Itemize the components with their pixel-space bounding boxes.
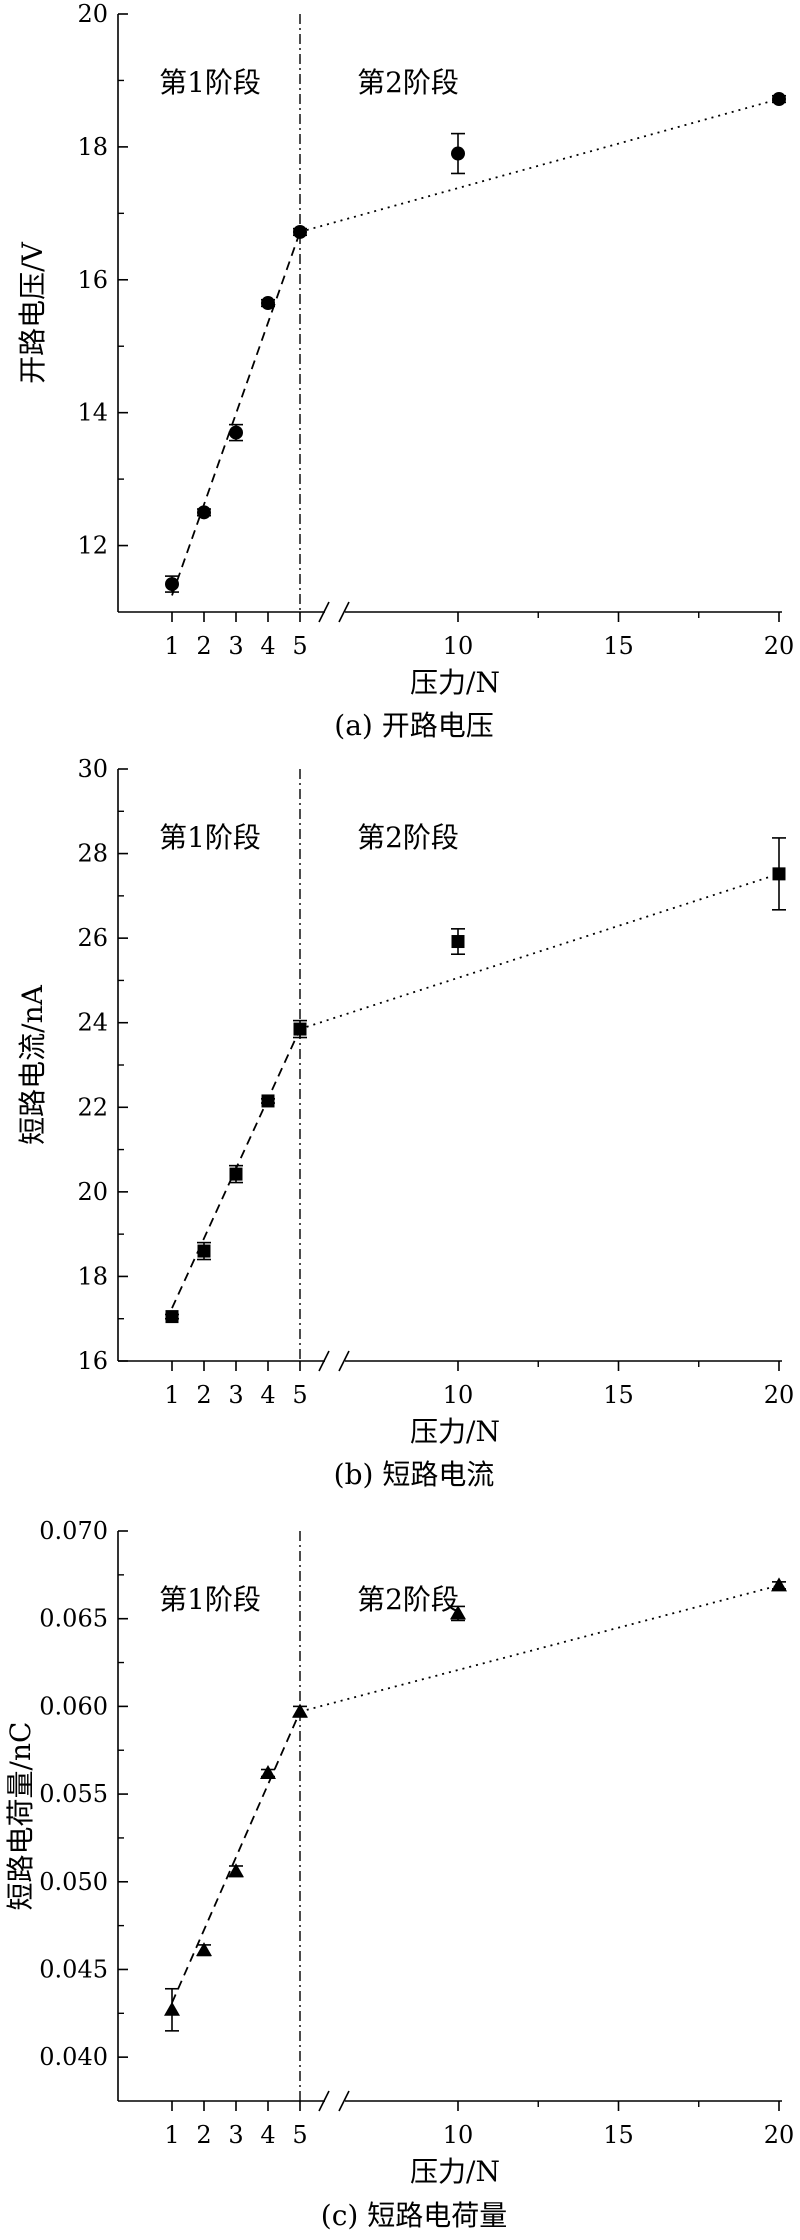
y-axis-title: 开路电压/V [16, 241, 49, 383]
data-point [451, 146, 465, 161]
x-tick-label: 5 [292, 1381, 307, 1409]
data-point [196, 1942, 212, 1957]
stage2-label: 第2阶段 [357, 821, 459, 854]
x-tick-label: 15 [603, 2121, 634, 2149]
stage2-label: 第2阶段 [357, 1583, 459, 1616]
fit-line-stage2 [299, 873, 780, 1030]
fit-line-stage2 [299, 98, 780, 233]
y-tick-label: 0.065 [39, 1605, 108, 1633]
stage1-label: 第1阶段 [159, 66, 261, 99]
y-tick-label: 0.055 [39, 1780, 108, 1808]
data-point [293, 224, 307, 239]
y-tick-label: 12 [77, 532, 108, 560]
data-point [229, 425, 243, 440]
y-tick-label: 22 [77, 1093, 108, 1121]
data-point [450, 1605, 466, 1620]
data-point [165, 1310, 179, 1324]
axis-break-mark [318, 2090, 330, 2112]
chart-panel-2: 16 18 20 22 24 26 28 30 1 2 3 4 5 10 15 20 第1阶段 第2阶段短路电流/… [16, 755, 794, 1491]
panel-caption: (c) 短路电荷量 [321, 2199, 507, 2232]
x-tick-label: 20 [764, 2121, 795, 2149]
y-tick-label: 0.045 [39, 1955, 108, 1983]
x-tick-label: 3 [228, 632, 243, 660]
data-point [293, 1022, 307, 1036]
data-point [197, 505, 211, 520]
data-point [771, 1577, 787, 1592]
x-tick-label: 4 [260, 2121, 275, 2149]
y-tick-label: 20 [77, 0, 108, 28]
x-tick-label: 15 [603, 632, 634, 660]
y-tick-label: 26 [77, 924, 108, 952]
x-tick-label: 4 [260, 1381, 275, 1409]
stage1-label: 第1阶段 [159, 821, 261, 854]
fit-line-stage1 [171, 231, 301, 596]
y-tick-label: 24 [77, 1009, 108, 1037]
y-tick-label: 18 [77, 1262, 108, 1290]
data-point [261, 296, 275, 311]
y-tick-label: 20 [77, 1178, 108, 1206]
data-point [292, 1703, 308, 1718]
x-tick-label: 1 [164, 2121, 179, 2149]
x-tick-label: 2 [196, 2121, 211, 2149]
panel-caption: (b) 短路电流 [334, 1458, 495, 1491]
data-point [260, 1765, 276, 1780]
y-tick-label: 0.050 [39, 1868, 108, 1896]
axis-break-mark [338, 1350, 350, 1372]
axis-break-mark [338, 2090, 350, 2112]
data-point [164, 2001, 180, 2016]
y-tick-label: 30 [77, 755, 108, 783]
y-tick-label: 0.040 [39, 2043, 108, 2071]
stage2-label: 第2阶段 [357, 66, 459, 99]
x-tick-label: 15 [603, 1381, 634, 1409]
y-tick-label: 16 [77, 1347, 108, 1375]
x-tick-label: 2 [196, 632, 211, 660]
chart-panel-3: 0.040 0.045 0.050 0.055 0.060 0.065 0.070 1 2 3 4 5… [4, 1517, 794, 2232]
y-axis-title: 短路电荷量/nC [4, 1722, 37, 1911]
x-tick-label: 5 [292, 632, 307, 660]
y-tick-label: 18 [77, 133, 108, 161]
x-tick-label: 20 [764, 632, 795, 660]
x-tick-label: 10 [443, 632, 474, 660]
data-point [228, 1863, 244, 1878]
y-tick-label: 28 [77, 840, 108, 868]
x-tick-label: 5 [292, 2121, 307, 2149]
y-tick-label: 0.060 [39, 1692, 108, 1720]
data-point [772, 92, 786, 107]
x-axis-title: 压力/N [410, 666, 500, 699]
data-point [165, 577, 179, 592]
panel-caption: (a) 开路电压 [334, 709, 493, 742]
data-point [229, 1167, 243, 1181]
x-axis-title: 压力/N [410, 1415, 500, 1448]
x-tick-label: 2 [196, 1381, 211, 1409]
axis-break-mark [318, 1350, 330, 1372]
y-tick-label: 14 [77, 399, 108, 427]
x-tick-label: 3 [228, 1381, 243, 1409]
data-point [772, 867, 786, 881]
data-point [197, 1244, 211, 1258]
x-tick-label: 1 [164, 1381, 179, 1409]
y-tick-label: 16 [77, 266, 108, 294]
stage1-label: 第1阶段 [159, 1583, 261, 1616]
y-tick-label: 0.070 [39, 1517, 108, 1545]
x-tick-label: 1 [164, 632, 179, 660]
x-tick-label: 10 [443, 1381, 474, 1409]
y-axis-title: 短路电流/nA [16, 984, 49, 1144]
data-point [451, 935, 465, 949]
fit-line-stage1 [171, 1711, 301, 2004]
x-tick-label: 3 [228, 2121, 243, 2149]
axis-break-mark [318, 601, 330, 623]
axis-break-mark [338, 601, 350, 623]
x-axis-title: 压力/N [410, 2155, 500, 2188]
x-tick-label: 20 [764, 1381, 795, 1409]
data-point [261, 1094, 275, 1108]
x-tick-label: 4 [260, 632, 275, 660]
x-tick-label: 10 [443, 2121, 474, 2149]
